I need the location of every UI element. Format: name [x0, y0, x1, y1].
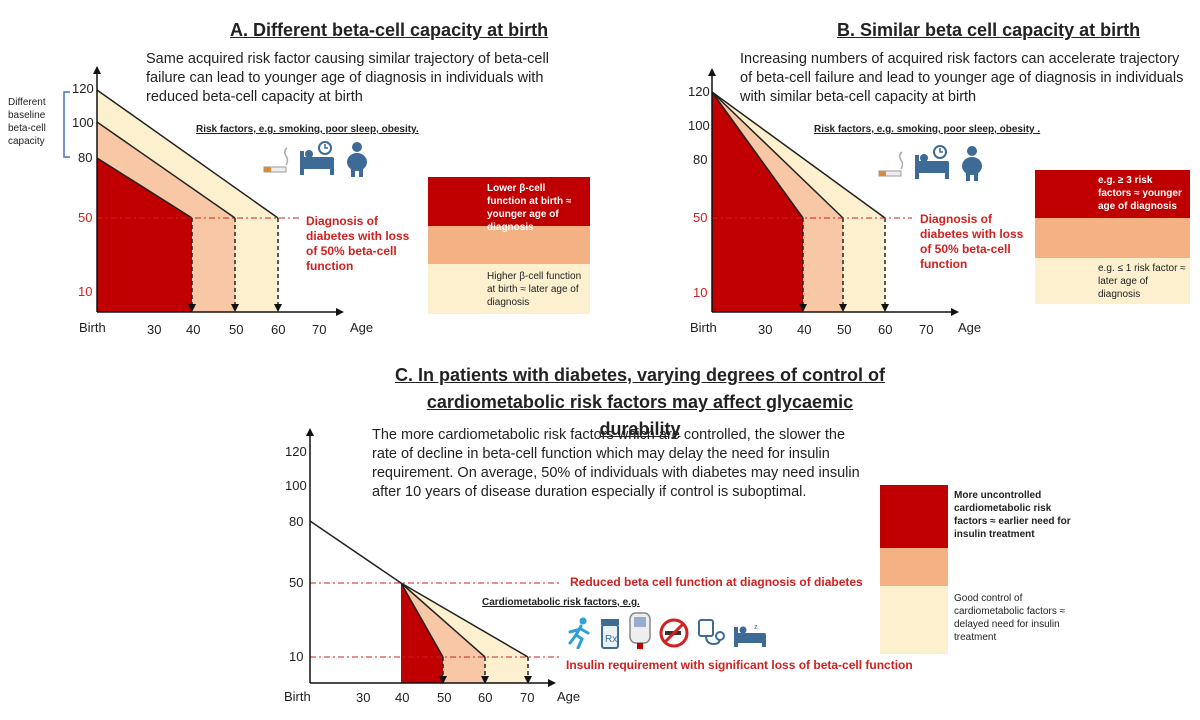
panel-b-risk-label: Risk factors, e.g. smoking, poor sleep, …	[814, 124, 1041, 135]
panel-b-description: Increasing numbers of acquired risk fact…	[740, 51, 1184, 105]
panel-a-icons	[262, 141, 370, 177]
blood-pressure-icon	[698, 619, 725, 646]
panel-a-xtick-50: 50	[229, 322, 244, 337]
panel-b-xtick-30: 30	[758, 322, 773, 337]
glucose-meter-icon	[629, 612, 651, 649]
panel-b-diagnosis-note: Diagnosis of diabetes with loss of 50% b…	[920, 212, 1024, 271]
panel-a-legend-swatch-high	[428, 264, 470, 314]
panel-a-side-note: Different baseline beta-cell capacity	[8, 97, 46, 147]
panel-a-ytick-120: 120	[72, 81, 94, 96]
panel-a-xtick-70: 70	[312, 322, 327, 337]
panel-a-title: A. Different beta-cell capacity at birth	[230, 20, 549, 40]
panel-c-risk-label: Cardiometabolic risk factors, e.g.	[482, 597, 640, 608]
panel-a-risk-label: Risk factors, e.g. smoking, poor sleep, …	[196, 124, 419, 135]
panel-b-xtick-70: 70	[919, 322, 934, 337]
panel-b-legend-row-mid	[1035, 218, 1190, 258]
panel-c-legend-swatch-high	[880, 586, 948, 654]
panel-c-ytick-120: 120	[285, 444, 307, 459]
panel-b-ytick-80: 80	[693, 152, 708, 167]
panel-c-ytick-100: 100	[285, 478, 307, 493]
panel-a-xtick-60: 60	[271, 322, 286, 337]
no-smoking-icon	[659, 618, 689, 648]
panel-c-xtick-70: 70	[520, 690, 535, 705]
panel-c-title: C. In patients with diabetes, varying de…	[394, 365, 886, 439]
panel-c-xtick-40: 40	[395, 690, 410, 705]
panel-c-area-low	[401, 583, 443, 683]
panel-a-ytick-50: 50	[78, 210, 93, 225]
panel-a-legend-swatch-low	[428, 177, 470, 226]
panel-b-title: B. Similar beta cell capacity at birth	[837, 20, 1141, 40]
panel-b-ytick-120: 120	[688, 84, 710, 99]
panel-c-icons: Rx z	[566, 611, 768, 649]
panel-a-legend-row-low	[470, 177, 590, 226]
panel-c-legend-row-low	[948, 485, 1080, 548]
panel-b-xtick-40: 40	[797, 322, 812, 337]
panel-a-chart	[63, 66, 344, 316]
panel-b-legend-row-low	[1035, 170, 1190, 218]
svg-text:z: z	[754, 624, 758, 631]
panel-c-ytick-80: 80	[289, 514, 304, 529]
panel-a-xtick-birth: Birth	[79, 320, 106, 335]
panel-c-legend-swatch-mid	[880, 548, 948, 586]
panel-a-legend-high-text: Higher β-cell function at birth ≈ later …	[487, 271, 582, 308]
panel-c-xtick-50: 50	[437, 690, 452, 705]
panel-a-ytick-100: 100	[72, 115, 94, 130]
svg-text:Rx: Rx	[605, 634, 617, 645]
panel-a-legend-low-text: Lower β-cell function at birth ≈ younger…	[487, 183, 572, 233]
panel-b-xtick-60: 60	[878, 322, 893, 337]
person-icon	[347, 142, 367, 177]
panel-b-icons	[877, 145, 985, 181]
panel-b-chart	[708, 68, 959, 316]
panel-b-xtick-50: 50	[837, 322, 852, 337]
panel-c-line-10-label: Insulin requirement with significant los…	[566, 658, 913, 672]
panel-c-ytick-10: 10	[289, 649, 304, 664]
panel-a-description: Same acquired risk factor causing simila…	[146, 51, 549, 105]
panel-a-diagnosis-note: Diagnosis of diabetes with loss of 50% b…	[306, 214, 410, 273]
panel-c-legend-low-text: More uncontrolled cardiometabolic risk f…	[954, 490, 1071, 540]
panel-c-xtick-age: Age	[557, 689, 581, 704]
panel-b-ytick-100: 100	[688, 118, 710, 133]
cigarette-icon	[878, 151, 904, 177]
panel-c-legend-high-text: Good control of cardiometabolic factors …	[954, 593, 1066, 643]
panel-b-legend-low-text: e.g. ≥ 3 risk factors ≈ younger age of d…	[1098, 175, 1182, 212]
bed-clock-icon	[915, 145, 949, 179]
person-icon	[962, 146, 982, 181]
cigarette-icon	[263, 147, 289, 173]
panel-b-ytick-10: 10	[693, 285, 708, 300]
panel-a-legend-row-high	[470, 264, 590, 314]
panel-a-ytick-80: 80	[78, 150, 93, 165]
panel-a-xtick-age: Age	[350, 320, 374, 335]
prescription-bottle-icon: Rx	[601, 619, 619, 649]
panel-c-chart	[306, 428, 562, 687]
panel-b-xtick-age: Age	[958, 320, 982, 335]
bed-icon: z	[734, 624, 766, 647]
panel-a-ytick-10: 10	[78, 284, 93, 299]
panel-a-legend-swatch-mid	[428, 226, 470, 264]
panel-c-description: The more cardiometabolic risk factors wh…	[372, 427, 860, 500]
panel-c-xtick-60: 60	[478, 690, 493, 705]
panel-a-xtick-30: 30	[147, 322, 162, 337]
panel-c-xtick-birth: Birth	[284, 689, 311, 704]
panel-a-legend-row-mid	[470, 226, 590, 264]
running-person-icon	[568, 617, 590, 649]
panel-b-ytick-50: 50	[693, 210, 708, 225]
panel-c-line-50-label: Reduced beta cell function at diagnosis …	[570, 575, 863, 589]
panel-b-legend-row-high	[1035, 258, 1190, 304]
panel-b-area-low	[712, 92, 803, 312]
panel-c-legend-swatch-low	[880, 485, 948, 548]
panel-c-ytick-50: 50	[289, 575, 304, 590]
panel-c-xtick-30: 30	[356, 690, 371, 705]
panel-a-xtick-40: 40	[186, 322, 201, 337]
panel-b-legend-high-text: e.g. ≤ 1 risk factor ≈ later age of diag…	[1098, 263, 1186, 300]
bed-clock-icon	[300, 141, 334, 175]
panel-a-area-low	[97, 158, 192, 312]
panel-b-xtick-birth: Birth	[690, 320, 717, 335]
